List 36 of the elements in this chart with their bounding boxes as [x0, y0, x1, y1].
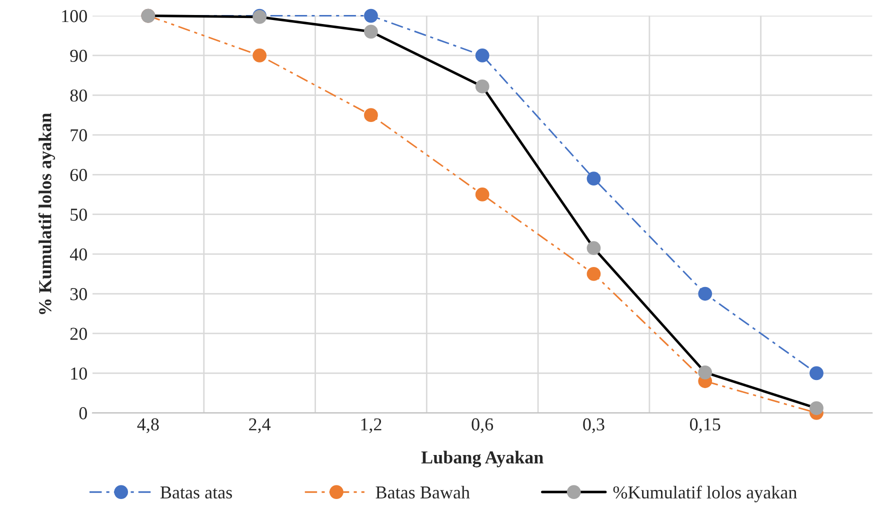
y-tick-label: 80	[70, 89, 87, 102]
y-tick-label: 100	[62, 10, 87, 22]
y-tick-label: 10	[71, 367, 87, 380]
point	[810, 366, 824, 380]
x-tick-label: 2,4	[249, 418, 271, 434]
point	[698, 365, 712, 380]
point	[364, 24, 378, 39]
point	[364, 8, 378, 23]
y-tick-label: 70	[70, 129, 87, 142]
y-tick-label: 30	[70, 288, 87, 300]
point	[810, 401, 824, 416]
x-tick-label: 0,3	[583, 418, 604, 434]
y-tick-label: 60	[70, 168, 87, 182]
x-tick-label: 1,2	[361, 418, 382, 434]
x-axis-title: Lubang Ayakan	[421, 450, 544, 468]
y-tick-label: 40	[70, 248, 87, 260]
point	[475, 188, 490, 202]
legend-label: %Kumulatif lolos ayakan	[613, 486, 797, 502]
point	[698, 286, 712, 301]
point	[364, 108, 378, 122]
point	[586, 172, 601, 186]
legend-label: Batas atas	[160, 486, 232, 499]
y-axis-title: % Kumulatif lolos ayakan	[38, 113, 56, 314]
legend-label: Batas Bawah	[376, 486, 470, 499]
y-tick-label: 0	[79, 407, 87, 420]
point	[252, 48, 267, 62]
y-tick-label: 90	[70, 50, 87, 62]
point	[475, 80, 490, 94]
x-tick-label: 0,6	[472, 418, 494, 434]
x-tick-label: 0,15	[690, 418, 720, 434]
x-tick-label: 4,8	[137, 418, 159, 434]
point	[475, 48, 490, 62]
y-tick-label: 50	[70, 208, 87, 221]
point	[586, 266, 601, 281]
point	[586, 241, 601, 256]
y-tick-label: 20	[70, 328, 87, 340]
